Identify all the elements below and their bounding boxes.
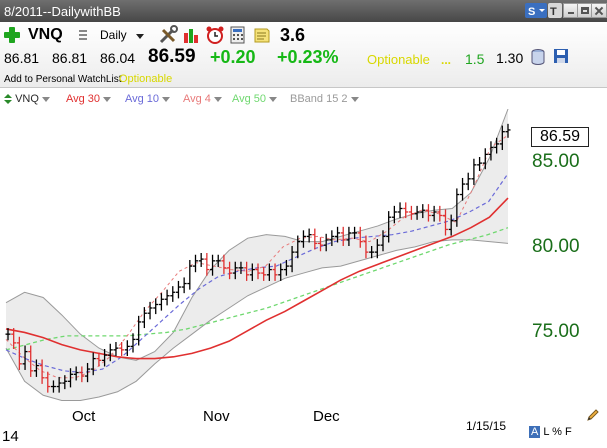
avg4-line xyxy=(5,134,509,379)
chart-header: VNQ Daily 3.6 86.81 86.81 86.04 86.59 +0… xyxy=(0,22,607,88)
add-to-watchlist-link[interactable]: Add to Personal WatchList xyxy=(4,74,122,85)
bar-chart-icon[interactable] xyxy=(182,25,202,45)
y-tick-85: 85.00 xyxy=(532,151,580,172)
optionable-label: Optionable xyxy=(367,52,430,67)
bband-upper-line xyxy=(5,109,509,361)
calculator-icon[interactable] xyxy=(228,25,248,45)
open-price: 86.81 xyxy=(4,50,40,66)
high-price: 86.81 xyxy=(52,50,88,66)
alarm-clock-icon[interactable] xyxy=(205,25,225,45)
score-value: 3.6 xyxy=(280,25,306,45)
indicator-avg30[interactable]: Avg 30 xyxy=(66,93,112,105)
auto-scale-button[interactable]: A xyxy=(529,426,541,438)
value-2: 1.30 xyxy=(496,50,524,66)
grip-icon[interactable] xyxy=(79,30,87,42)
x-tick-nov: Nov xyxy=(203,408,230,425)
period-select[interactable]: Daily xyxy=(100,28,127,42)
avg50-line xyxy=(5,227,509,351)
optionable-label-small: Optionable xyxy=(119,73,173,85)
avg10-line xyxy=(5,173,509,374)
save-icon[interactable] xyxy=(553,48,569,64)
price-chart[interactable] xyxy=(0,109,607,448)
svg-text:S: S xyxy=(528,6,535,18)
note-icon[interactable] xyxy=(252,25,272,45)
bottom-left-label: 14 xyxy=(2,428,19,445)
scale-options[interactable]: A L % F xyxy=(529,426,572,438)
indicator-label: Avg 4 xyxy=(183,93,211,105)
indicator-avg4[interactable]: Avg 4 xyxy=(183,93,222,105)
y-tick-75: 75.00 xyxy=(532,321,580,342)
period-dropdown-icon[interactable] xyxy=(136,34,144,39)
tools-icon[interactable] xyxy=(158,25,178,45)
svg-text:T: T xyxy=(550,6,557,18)
indicator-bar: VNQ Avg 30 Avg 10 Avg 4 Avg 50 BBand 15 … xyxy=(0,89,607,109)
last-price: 86.59 xyxy=(148,46,196,67)
title-bar: 8/2011--DailywithBB S T xyxy=(0,0,607,22)
scale-options-label[interactable]: L % F xyxy=(543,426,572,438)
bband-lower-line xyxy=(5,239,509,401)
symbol-label[interactable]: VNQ xyxy=(28,26,63,43)
ellipsis-label: ... xyxy=(441,53,452,67)
indicator-label: Avg 10 xyxy=(125,93,160,105)
indicator-label: Avg 50 xyxy=(232,93,267,105)
avg30-line xyxy=(5,197,509,360)
pencil-icon[interactable] xyxy=(586,408,600,422)
x-tick-dec: Dec xyxy=(313,408,340,425)
y-tick-80: 80.00 xyxy=(532,236,580,257)
indicator-label: BBand 15 2 xyxy=(290,93,348,105)
window-title: 8/2011--DailywithBB xyxy=(4,4,121,19)
low-price: 86.04 xyxy=(100,50,136,66)
value-1: 1.5 xyxy=(465,51,485,67)
indicator-bband[interactable]: BBand 15 2 xyxy=(290,93,359,105)
price-change-pct: +0.23% xyxy=(277,47,339,67)
close-button[interactable] xyxy=(591,3,607,18)
bband-fill xyxy=(6,109,508,401)
indicator-label: Avg 30 xyxy=(66,93,101,105)
indicator-vnq[interactable]: VNQ xyxy=(4,93,50,105)
indicator-label: VNQ xyxy=(15,93,39,105)
last-price-label: 86.59 xyxy=(531,127,589,147)
indicator-avg50[interactable]: Avg 50 xyxy=(232,93,278,105)
database-icon[interactable] xyxy=(530,48,546,66)
s-menu-icon[interactable]: S xyxy=(525,3,547,18)
add-icon[interactable] xyxy=(4,27,20,43)
price-change: +0.20 xyxy=(210,47,256,67)
x-tick-oct: Oct xyxy=(72,408,96,425)
sort-icon xyxy=(4,94,12,105)
date-label: 1/15/15 xyxy=(466,419,507,433)
t-menu-icon[interactable]: T xyxy=(548,3,562,18)
indicator-avg10[interactable]: Avg 10 xyxy=(125,93,171,105)
